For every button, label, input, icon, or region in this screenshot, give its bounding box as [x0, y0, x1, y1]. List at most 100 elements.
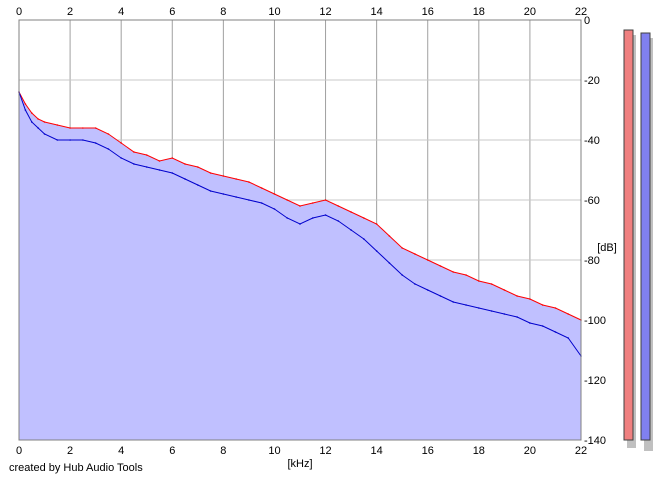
- series-point-1-16: [197, 184, 199, 186]
- series-point-1-20: [248, 199, 250, 201]
- x-tick-bottom-1: 2: [67, 445, 73, 457]
- x-tick-bottom-5: 10: [268, 445, 280, 457]
- series-point-0-5: [56, 124, 59, 126]
- series-point-0-20: [248, 181, 250, 183]
- series-point-1-43: [541, 325, 544, 327]
- x-tick-bottom-9: 18: [473, 445, 485, 457]
- series-point-1-22: [273, 208, 276, 210]
- series-point-0-15: [184, 163, 186, 165]
- series-point-1-6: [69, 139, 71, 141]
- series-point-0-25: [311, 202, 314, 204]
- level-meter-1: [640, 32, 653, 451]
- x-tick-bottom-0: 0: [16, 445, 22, 457]
- series-point-1-25: [311, 217, 314, 219]
- series-point-0-12: [145, 154, 148, 156]
- series-point-0-26: [324, 199, 327, 201]
- series-point-0-18: [222, 175, 225, 177]
- x-tick-bottom-10: 20: [524, 445, 536, 457]
- series-point-0-1: [24, 103, 27, 105]
- series-point-0-3: [37, 118, 39, 120]
- x-tick-top-3: 6: [169, 6, 175, 18]
- series-point-1-8: [94, 142, 97, 144]
- series-point-0-45: [567, 313, 570, 315]
- series-point-1-13: [158, 169, 161, 171]
- series-point-1-38: [478, 307, 480, 309]
- level-meters: [623, 29, 653, 451]
- x-tick-bottom-8: 16: [422, 445, 434, 457]
- plot-frame: [18, 19, 582, 441]
- series-point-1-30: [375, 250, 378, 252]
- series-point-1-44: [554, 331, 557, 333]
- series-point-1-37: [465, 304, 467, 306]
- series-point-0-22: [273, 193, 276, 195]
- y-tick-4: -80: [584, 255, 600, 267]
- series-point-1-12: [145, 166, 148, 168]
- series-point-0-2: [30, 112, 33, 114]
- series-point-0-36: [452, 271, 455, 273]
- series-point-0-44: [554, 307, 557, 309]
- series-point-0-6: [69, 127, 71, 129]
- x-tick-top-0: 0: [16, 6, 22, 18]
- x-tick-top-7: 14: [371, 6, 383, 18]
- footer-credit: created by Hub Audio Tools: [9, 462, 143, 474]
- x-tick-top-5: 10: [268, 6, 280, 18]
- series-point-1-10: [120, 157, 122, 159]
- series-point-1-5: [56, 139, 59, 141]
- series-point-1-2: [30, 121, 33, 123]
- y-tick-5: -100: [584, 315, 606, 327]
- x-tick-top-6: 12: [319, 6, 331, 18]
- series-point-0-9: [107, 133, 110, 135]
- series-point-0-27: [337, 205, 340, 207]
- series-point-0-35: [439, 265, 442, 267]
- series-point-1-28: [350, 229, 352, 231]
- level-meter-bar-1: [640, 32, 651, 441]
- series-point-1-9: [107, 148, 110, 150]
- x-tick-top-8: 16: [422, 6, 434, 18]
- x-tick-top-9: 18: [473, 6, 485, 18]
- series-point-1-40: [503, 313, 506, 315]
- series-point-1-19: [235, 196, 237, 198]
- series-point-1-17: [209, 190, 212, 192]
- series-point-0-4: [43, 121, 46, 123]
- series-point-0-40: [503, 289, 506, 291]
- series-point-0-19: [235, 178, 237, 180]
- x-axis-label: [kHz]: [287, 458, 312, 470]
- x-tick-bottom-7: 14: [371, 445, 383, 457]
- x-tick-bottom-6: 12: [319, 445, 331, 457]
- series-point-0-14: [171, 157, 174, 159]
- series-point-0-41: [516, 295, 518, 297]
- y-tick-2: -40: [584, 135, 600, 147]
- y-tick-3: -60: [584, 195, 600, 207]
- series-point-0-30: [375, 223, 378, 225]
- series-point-0-34: [426, 259, 429, 261]
- x-tick-bottom-4: 8: [220, 445, 226, 457]
- series-point-0-28: [350, 211, 352, 213]
- series-point-0-38: [478, 280, 480, 282]
- series-point-1-3: [37, 127, 39, 129]
- y-tick-7: -140: [584, 435, 606, 447]
- series-point-0-24: [299, 205, 301, 207]
- series-point-1-27: [337, 220, 340, 222]
- series-point-0-23: [286, 199, 289, 201]
- level-meter-bar-0: [623, 29, 634, 441]
- x-tick-top-10: 20: [524, 6, 536, 18]
- series-point-0-43: [541, 304, 544, 306]
- x-tick-top-4: 8: [220, 6, 226, 18]
- series-point-1-14: [171, 172, 174, 174]
- x-tick-top-11: 22: [575, 6, 587, 18]
- level-meter-0: [623, 29, 636, 448]
- series-point-0-32: [401, 247, 403, 249]
- series-point-1-4: [43, 133, 46, 135]
- series-point-1-21: [260, 202, 263, 204]
- series-point-0-39: [490, 283, 493, 285]
- x-tick-bottom-11: 22: [575, 445, 587, 457]
- x-tick-bottom-3: 6: [169, 445, 175, 457]
- series-point-1-35: [439, 295, 442, 297]
- series-point-0-33: [414, 253, 416, 255]
- series-point-0-17: [209, 172, 212, 174]
- series-point-1-42: [529, 322, 531, 324]
- x-tick-top-1: 2: [67, 6, 73, 18]
- x-tick-top-2: 4: [118, 6, 124, 18]
- series-point-1-15: [184, 178, 186, 180]
- series-point-0-13: [158, 160, 161, 162]
